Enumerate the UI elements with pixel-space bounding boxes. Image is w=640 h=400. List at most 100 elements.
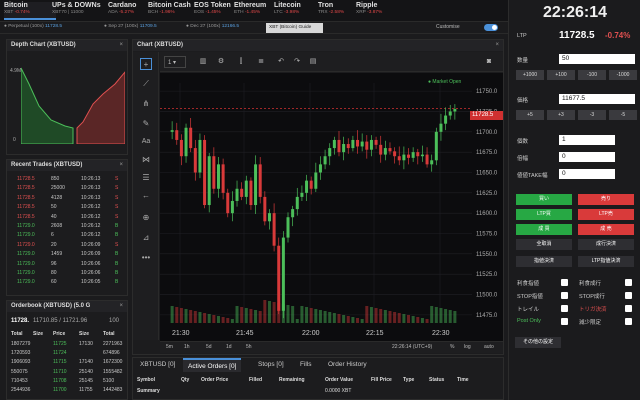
compare-icon[interactable]: ≣ bbox=[258, 58, 264, 65]
ticker-bitcoin[interactable]: Bitcoin XBT -0.74% bbox=[4, 2, 56, 20]
ticker-ups-downs[interactable]: UPs & DOWNs XBT70 | 11000 bbox=[52, 2, 101, 15]
contract-dec[interactable]: ● Dec 27 (100x) 12166.5 bbox=[186, 24, 240, 29]
stop-market-checkbox[interactable] bbox=[625, 292, 632, 299]
col-fill-price[interactable]: Fill Price bbox=[371, 377, 392, 383]
customise-button[interactable]: Customise bbox=[436, 24, 460, 30]
tab-active-orders[interactable]: Active Orders [0] bbox=[183, 358, 242, 372]
redo-icon[interactable]: ↷ bbox=[294, 58, 300, 65]
col-time[interactable]: Time bbox=[457, 377, 469, 383]
limit-close-button[interactable]: 指値決済 bbox=[516, 256, 572, 267]
col-remaining[interactable]: Remaining bbox=[279, 377, 305, 383]
range-5h[interactable]: 5h bbox=[246, 344, 252, 350]
tab-order-history[interactable]: Order History bbox=[328, 361, 367, 368]
take-input[interactable]: 0 bbox=[559, 169, 615, 179]
market-sell-button[interactable]: 成 売 bbox=[578, 224, 634, 235]
ltp-sell-button[interactable]: LTP売 bbox=[578, 209, 634, 220]
stop-limit-checkbox[interactable] bbox=[561, 292, 568, 299]
orderbook-row[interactable]: 1720593 11724 674896 bbox=[11, 350, 120, 357]
settings-gear-icon[interactable]: ⚙ bbox=[217, 58, 225, 65]
bars-icon[interactable]: ▤ bbox=[309, 58, 317, 65]
brush-icon[interactable]: ✎ bbox=[142, 119, 150, 128]
auto-toggle[interactable]: auto bbox=[484, 344, 494, 350]
price-plus-3-button[interactable]: +3 bbox=[547, 110, 575, 120]
range-5d[interactable]: 5d bbox=[206, 344, 212, 350]
qty-plus-100-button[interactable]: +100 bbox=[547, 70, 575, 80]
range-5m[interactable]: 5m bbox=[166, 344, 173, 350]
ticker-ripple[interactable]: Ripple XRP -3.87% bbox=[356, 2, 383, 15]
ticker-cardano[interactable]: Cardano ADA -5.27% bbox=[108, 2, 137, 15]
qty-plus-1000-button[interactable]: +1000 bbox=[516, 70, 544, 80]
undo-icon[interactable]: ↶ bbox=[278, 58, 284, 65]
sell-button[interactable]: 売り bbox=[578, 194, 634, 205]
candle-type-icon[interactable]: ▥ bbox=[199, 58, 207, 65]
pattern-icon[interactable]: ⋈ bbox=[142, 155, 150, 164]
trail-checkbox[interactable] bbox=[561, 305, 568, 312]
ltp-buy-button[interactable]: LTP買 bbox=[516, 209, 572, 220]
buy-button[interactable]: 買い bbox=[516, 194, 572, 205]
measure-icon[interactable]: ⊿ bbox=[142, 233, 150, 242]
zoom-icon[interactable]: ⊕ bbox=[142, 213, 150, 222]
count-input[interactable]: 1 bbox=[559, 135, 615, 145]
orderbook-row[interactable]: 1807279 11725 17130 2271963 bbox=[11, 341, 123, 347]
post-only-checkbox[interactable] bbox=[561, 318, 568, 325]
camera-icon[interactable]: ◙ bbox=[486, 58, 492, 65]
pitchfork-icon[interactable]: ⋔ bbox=[142, 99, 150, 108]
range-1h[interactable]: 1h bbox=[184, 344, 190, 350]
ticker-ethereum[interactable]: Ethereum ETH -1.45% bbox=[234, 2, 267, 15]
close-icon[interactable]: × bbox=[119, 303, 123, 309]
take-limit-checkbox[interactable] bbox=[561, 279, 568, 286]
tab-fills[interactable]: Fills bbox=[300, 361, 312, 368]
contract-sep[interactable]: ● Sep 27 (100x) 11709.5 bbox=[104, 24, 157, 29]
back-arrow-icon[interactable]: ← bbox=[142, 191, 150, 200]
col-filled[interactable]: Filled bbox=[249, 377, 263, 383]
text-tool-icon[interactable]: Aa bbox=[141, 138, 151, 145]
qty-minus-100-button[interactable]: -100 bbox=[578, 70, 606, 80]
contract-perpetual[interactable]: ● Perpetual (100x) 11728.5 bbox=[4, 24, 63, 29]
range-1d[interactable]: 1d bbox=[226, 344, 232, 350]
close-icon[interactable]: × bbox=[119, 42, 123, 48]
indicators-icon[interactable]: ⫿ bbox=[239, 58, 243, 65]
take-market-checkbox[interactable] bbox=[625, 279, 632, 286]
guide-tab[interactable]: XBT (Bitcoin) Guide bbox=[266, 23, 323, 33]
col-order-value[interactable]: Order Value bbox=[325, 377, 354, 383]
market-close-button[interactable]: 成行決済 bbox=[578, 239, 634, 250]
cancel-all-button[interactable]: 全取消 bbox=[516, 239, 572, 250]
ticker-tron[interactable]: Tron TRX -2.58% bbox=[318, 2, 345, 15]
ticker-bitcoin-cash[interactable]: Bitcoin Cash BCH -1.96% bbox=[148, 2, 191, 15]
orderbook-row[interactable]: 550075 11710 25140 1555482 bbox=[11, 368, 123, 375]
ltp-limit-close-button[interactable]: LTP指値決済 bbox=[578, 256, 634, 267]
mult-input[interactable]: 0 bbox=[559, 152, 615, 162]
col-qty[interactable]: Qty bbox=[181, 377, 190, 383]
crosshair-icon[interactable]: + bbox=[140, 58, 152, 70]
qty-input[interactable]: 50 bbox=[559, 54, 635, 64]
log-toggle[interactable]: log bbox=[464, 344, 471, 350]
reduce-only-checkbox[interactable] bbox=[625, 318, 632, 325]
col-status[interactable]: Status bbox=[429, 377, 445, 383]
price-chart[interactable]: 11750.011725.011700.011675.011650.011625… bbox=[160, 73, 503, 341]
qty-minus-1000-button[interactable]: -1000 bbox=[609, 70, 637, 80]
market-buy-button[interactable]: 成 買 bbox=[516, 224, 572, 235]
orderbook-row[interactable]: 2544936 11700 11755 1442483 bbox=[11, 387, 123, 393]
col-symbol[interactable]: Symbol bbox=[137, 377, 156, 383]
orderbook-row[interactable]: 1906093 11715 17140 1672300 bbox=[11, 359, 123, 366]
trendline-icon[interactable]: ⟋ bbox=[143, 79, 149, 88]
more-icon[interactable]: ••• bbox=[141, 253, 151, 262]
percent-toggle[interactable]: % bbox=[450, 344, 455, 350]
trigger-checkbox[interactable] bbox=[625, 305, 632, 312]
price-minus-5-button[interactable]: -5 bbox=[609, 110, 637, 120]
price-minus-3-button[interactable]: -3 bbox=[578, 110, 606, 120]
orderbook-row[interactable]: 710453 11708 25145 5100 bbox=[11, 377, 115, 384]
ticker-eos[interactable]: EOS Token EOS -1.45% bbox=[194, 2, 231, 15]
fib-icon[interactable]: ☰ bbox=[142, 173, 150, 182]
other-settings-button[interactable]: その他の設定 bbox=[515, 337, 561, 348]
price-input[interactable]: 11677.5 bbox=[559, 94, 635, 104]
tab-stops[interactable]: Stops [0] bbox=[258, 361, 284, 368]
theme-toggle[interactable] bbox=[484, 24, 498, 31]
col-order-price[interactable]: Order Price bbox=[201, 377, 229, 383]
close-icon[interactable]: × bbox=[495, 42, 499, 48]
close-icon[interactable]: × bbox=[119, 162, 123, 168]
price-plus-5-button[interactable]: +5 bbox=[516, 110, 544, 120]
interval-select[interactable]: 1 ▾ bbox=[164, 56, 186, 68]
col-type[interactable]: Type bbox=[403, 377, 415, 383]
tab-position[interactable]: XBTUSD [0] bbox=[140, 361, 176, 368]
